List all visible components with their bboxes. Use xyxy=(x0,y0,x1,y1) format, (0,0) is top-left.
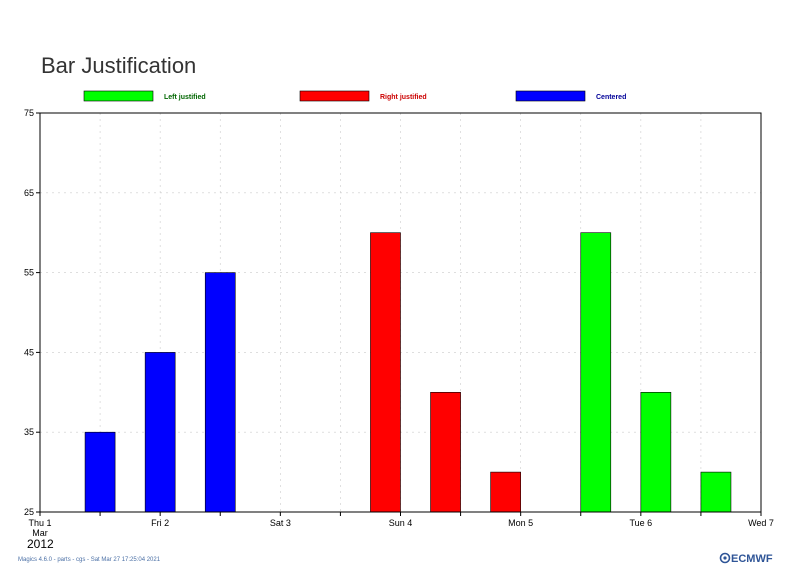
bars xyxy=(84,232,732,513)
bar-centre xyxy=(204,272,236,513)
legend-label: Left justified xyxy=(164,94,206,101)
legend-swatch xyxy=(299,90,370,102)
x-tick-label: Sun 4 xyxy=(389,518,413,528)
x-tick-label: Sat 3 xyxy=(270,518,291,528)
legend: Left justified Right justified Centered xyxy=(83,90,626,102)
y-tick-label: 65 xyxy=(24,188,34,198)
footer-logo: ECMWF xyxy=(731,553,773,565)
bar-right xyxy=(430,391,461,513)
bar-right xyxy=(490,471,521,513)
bar-left xyxy=(640,391,672,513)
x-tick-sublabel: Mar xyxy=(32,528,48,538)
bar-left xyxy=(580,232,612,513)
x-tick-label: Fri 2 xyxy=(151,518,169,528)
x-tick-label: Thu 1 xyxy=(28,518,51,528)
bar-right xyxy=(370,232,401,513)
legend-swatch xyxy=(515,90,586,102)
y-tick-label: 45 xyxy=(24,347,34,357)
x-tick-label: Wed 7 xyxy=(748,518,774,528)
y-tick-label: 35 xyxy=(24,427,34,437)
legend-swatch xyxy=(83,90,154,102)
y-tick-label: 75 xyxy=(24,108,34,118)
bar-left xyxy=(700,471,732,513)
legend-label: Right justified xyxy=(380,94,427,101)
x-tick-label: Mon 5 xyxy=(508,518,533,528)
x-tick-label: Tue 6 xyxy=(629,518,652,528)
y-tick-label: 55 xyxy=(24,268,34,278)
legend-label: Centered xyxy=(596,94,626,101)
footer-text: Magics 4.6.0 - parts - cgs - Sat Mar 27 … xyxy=(18,557,161,563)
chart-title: Bar Justification xyxy=(41,53,196,78)
ecmwf-logo-icon xyxy=(719,552,731,564)
y-axis: 25 35 45 55 65 75 xyxy=(24,108,40,517)
bar-centre xyxy=(84,431,116,513)
x-axis-year-label: 2012 xyxy=(27,537,54,551)
y-tick-label: 25 xyxy=(24,507,34,517)
bar-centre xyxy=(144,352,176,513)
